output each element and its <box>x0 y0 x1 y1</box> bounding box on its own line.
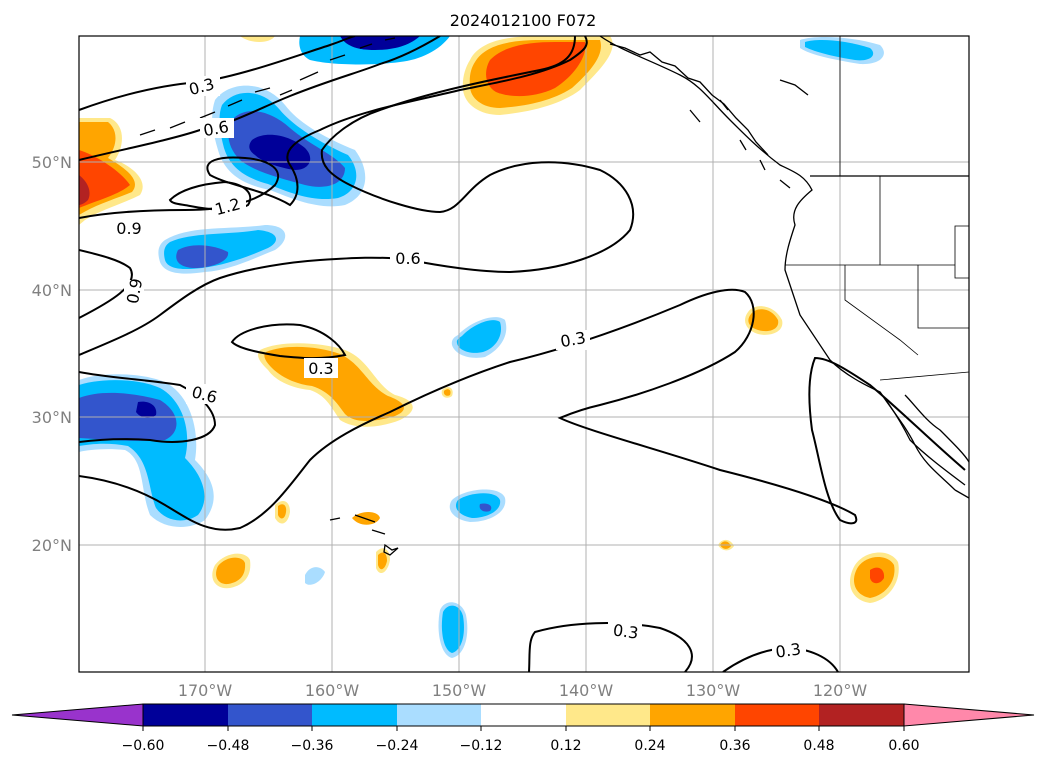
lon-label: 140°W <box>559 681 614 700</box>
colorbar-extend-max <box>903 703 1035 727</box>
colorbar-bin <box>228 704 312 726</box>
colorbar-tick-label: −0.24 <box>376 738 419 754</box>
contour-label: 0.3 <box>308 359 333 378</box>
colorbar-bin <box>650 704 735 726</box>
colorbar-bin <box>566 704 650 726</box>
colorbar-tick-label: −0.60 <box>122 738 165 754</box>
colorbar-tick-label: 0.36 <box>719 738 750 754</box>
lat-label: 40°N <box>32 281 72 300</box>
lat-label: 20°N <box>32 536 72 555</box>
contour-label: 0.9 <box>116 219 141 238</box>
lon-label: 130°W <box>686 681 741 700</box>
colorbar-tick-label: 0.24 <box>634 738 665 754</box>
colorbar-bin <box>312 704 397 726</box>
colorbar-bin <box>397 704 481 726</box>
colorbar-tick-label: −0.12 <box>460 738 503 754</box>
lon-label: 120°W <box>813 681 868 700</box>
contour-label: 0.6 <box>202 117 230 140</box>
contour-labels: 0.3 0.6 1.2 0.9 0.6 0.9 0.3 0.3 0.6 0.3 … <box>112 74 806 662</box>
lon-label: 150°W <box>432 681 487 700</box>
lon-label: 170°W <box>178 681 233 700</box>
contour-label: 0.3 <box>774 639 802 661</box>
colorbar-tick-label: −0.36 <box>291 738 334 754</box>
longitude-labels: 170°W 160°W 150°W 140°W 130°W 120°W <box>178 681 868 700</box>
lon-label: 160°W <box>305 681 360 700</box>
colorbar-tick-label: 0.12 <box>550 738 581 754</box>
contour-label: 0.3 <box>559 328 587 351</box>
contour-label: 0.6 <box>395 249 420 268</box>
map-title: 2024012100 F072 <box>450 11 597 30</box>
colorbar-tick-label: 0.48 <box>803 738 834 754</box>
latitude-labels: 50°N 40°N 30°N 20°N <box>32 153 72 555</box>
lat-label: 30°N <box>32 408 72 427</box>
colorbar-bin <box>735 704 819 726</box>
anomaly-shading <box>79 36 899 658</box>
lat-label: 50°N <box>32 153 72 172</box>
colorbar-bin <box>143 704 228 726</box>
map-area: 0.3 0.6 1.2 0.9 0.6 0.9 0.3 0.3 0.6 0.3 … <box>79 36 969 672</box>
contour-label: 0.3 <box>612 620 640 642</box>
colorbar-extend-min <box>11 703 144 727</box>
contour-label: 0.9 <box>123 277 146 305</box>
colorbar-bin <box>819 704 904 726</box>
colorbar-tick-label: 0.60 <box>888 738 919 754</box>
gridlines <box>79 36 969 672</box>
colorbar-bin <box>481 704 566 726</box>
colorbar: −0.60 −0.48 −0.36 −0.24 −0.12 0.12 0.24 … <box>11 703 1035 754</box>
colorbar-tick-label: −0.48 <box>207 738 250 754</box>
map-frame <box>78 35 970 673</box>
